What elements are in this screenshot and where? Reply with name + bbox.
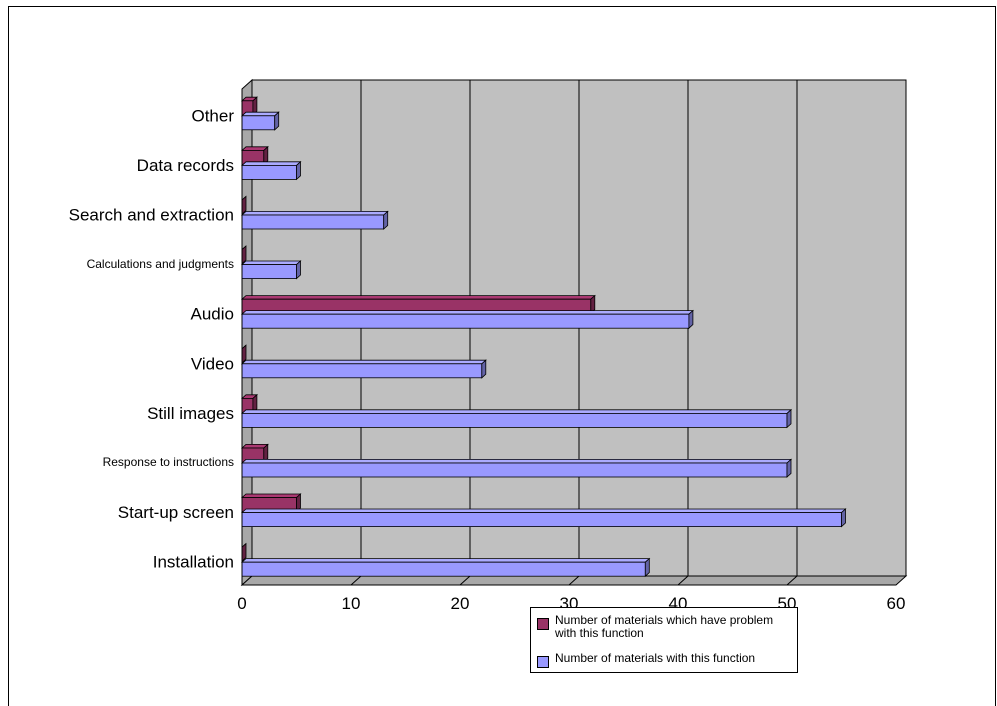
category-label: Other [191, 106, 234, 125]
x-tick-label: 0 [237, 594, 246, 613]
bar-problem-side [590, 294, 596, 315]
bar-function-top [240, 558, 651, 563]
bar-function-top [240, 210, 389, 216]
category-label: Still images [147, 404, 234, 423]
bar-function-side [296, 160, 301, 181]
bar-function [241, 462, 788, 478]
bar-function-top [240, 409, 793, 414]
bar-problem-side [241, 245, 247, 265]
gridline [786, 80, 798, 586]
legend-item-problem: Number of materials which have problem w… [537, 614, 791, 640]
bar-function [241, 115, 276, 131]
category-label: Data records [137, 156, 234, 175]
bar-function [241, 214, 385, 230]
bar-function [241, 412, 788, 428]
legend-swatch-problem [537, 618, 549, 630]
x-tick-label: 20 [451, 594, 470, 613]
bar-function [241, 264, 297, 280]
bar-function [241, 164, 297, 180]
bar-problem-side [263, 145, 269, 166]
bar-function-top [240, 458, 793, 464]
legend: Number of materials which have problem w… [530, 607, 798, 673]
bar-function-side [841, 508, 846, 528]
bar-problem-side [241, 542, 247, 563]
x-tick-label: 60 [887, 594, 906, 613]
bar-function-top [240, 310, 694, 315]
category-label: Start-up screen [118, 503, 234, 522]
bar-function-side [688, 309, 694, 330]
bar-function-side [296, 260, 301, 280]
bar-function-top [240, 260, 302, 266]
bar-function-side [481, 359, 487, 379]
gridline [677, 80, 689, 586]
bar-function-side [786, 458, 792, 478]
legend-item-function: Number of materials with this function [537, 652, 791, 668]
bar-function-side [644, 557, 650, 578]
legend-label-problem: Number of materials which have problem w… [555, 613, 774, 640]
category-label: Video [191, 354, 234, 373]
bar-function-side [383, 210, 389, 230]
bar-function [241, 313, 690, 329]
x-tick-label: 10 [342, 594, 361, 613]
bar-problem-side [296, 493, 301, 513]
category-label: Search and extraction [69, 205, 234, 224]
bar-function-side [786, 408, 792, 429]
bar-function [241, 512, 842, 527]
bar-problem-side [263, 443, 269, 463]
bar-function-top [240, 508, 847, 513]
bar-function-top [240, 161, 302, 166]
bar-function-top [240, 111, 280, 117]
bar-problem-side [241, 195, 247, 215]
bar-problem-side [241, 344, 247, 364]
legend-label-function: Number of materials with this function [555, 651, 756, 665]
bar-problem-side [252, 96, 258, 116]
bar-function [241, 363, 483, 379]
bar-function [241, 561, 646, 577]
category-label: Response to instructions [103, 455, 234, 469]
category-label: Calculations and judgments [87, 257, 234, 271]
bar-function-side [274, 111, 280, 131]
bar-problem-top [240, 493, 302, 499]
bar-function-top [240, 359, 487, 365]
legend-swatch-function [537, 656, 549, 668]
category-label: Installation [153, 553, 234, 572]
category-label: Audio [191, 305, 234, 324]
bar-problem-side [252, 393, 258, 414]
chart-frame [8, 6, 996, 706]
bar-problem-top [240, 295, 596, 300]
